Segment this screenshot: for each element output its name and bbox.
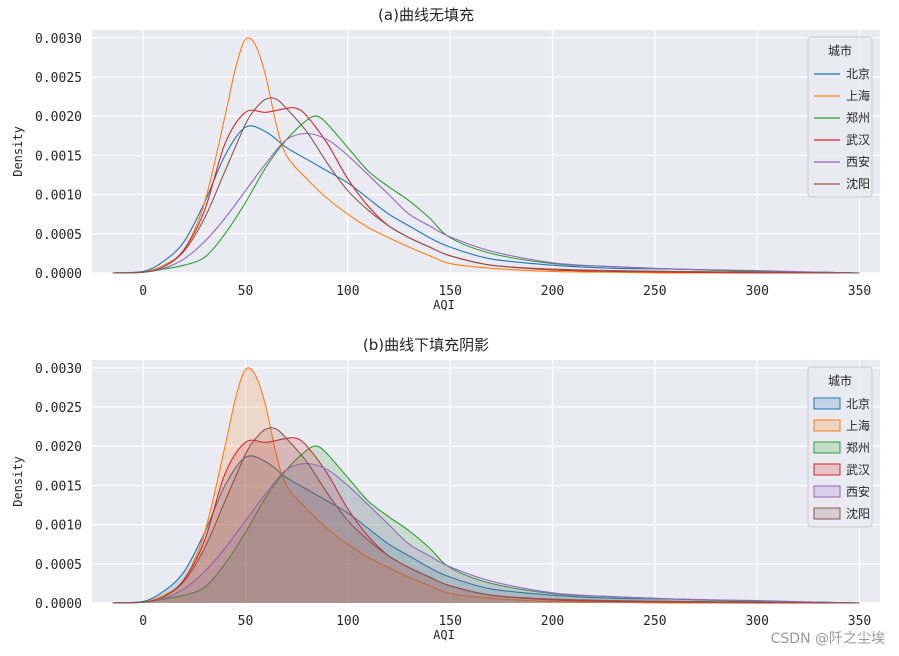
x-tick-label: 0	[139, 614, 147, 629]
x-tick-label: 50	[238, 614, 254, 629]
density-line-沈阳	[112, 427, 860, 604]
legend-entry-label: 上海	[846, 88, 870, 103]
y-tick-label: 0.0015	[35, 149, 82, 164]
x-tick-label: 150	[438, 284, 461, 299]
density-area-上海	[112, 367, 860, 603]
x-tick-label: 250	[643, 614, 666, 629]
legend-entry-label: 郑州	[846, 440, 870, 455]
x-axis-label: AQI	[433, 298, 455, 312]
y-tick-label: 0.0015	[35, 479, 82, 494]
x-tick-label: 0	[139, 284, 147, 299]
x-tick-label: 100	[336, 614, 359, 629]
watermark: CSDN @阡之尘埃	[770, 631, 885, 647]
legend-entry-label: 武汉	[846, 463, 870, 477]
legend-swatch	[813, 485, 841, 498]
legend-swatch	[813, 441, 841, 454]
density-line-武汉	[112, 107, 860, 274]
y-tick-label: 0.0000	[35, 267, 82, 282]
x-tick-label: 350	[848, 284, 871, 299]
density-area-武汉	[112, 437, 860, 603]
y-tick-label: 0.0020	[35, 110, 82, 125]
legend-swatch	[813, 397, 841, 410]
legend-box	[807, 36, 873, 198]
x-tick-label: 200	[541, 614, 564, 629]
gridlines	[92, 360, 880, 604]
plot-background	[92, 360, 880, 603]
density-line-武汉	[112, 437, 860, 604]
plot-background	[92, 30, 880, 273]
x-tick-label: 300	[745, 284, 768, 299]
x-tick-label: 250	[643, 284, 666, 299]
x-axis-label: AQI	[433, 628, 455, 642]
legend-entry-label: 沈阳	[846, 506, 870, 521]
x-tick-label: 100	[336, 284, 359, 299]
y-tick-label: 0.0010	[35, 189, 82, 204]
gridlines	[92, 30, 880, 274]
legend-entry-label: 西安	[846, 484, 870, 499]
density-area-西安	[112, 463, 860, 603]
legend-entry-label: 西安	[846, 154, 870, 169]
density-line-西安	[112, 132, 860, 274]
y-tick-label: 0.0025	[35, 71, 82, 86]
legend-entry-label: 上海	[846, 418, 870, 433]
y-tick-label: 0.0020	[35, 440, 82, 455]
chart-panel-0: 0 50 100 150 200 250 300 350 0.0000 0.0005 0.0010 0…	[11, 6, 880, 312]
legend-entry-label: 沈阳	[846, 176, 870, 191]
legend-entry-label: 武汉	[846, 133, 870, 147]
x-tick-label: 150	[438, 614, 461, 629]
x-tick-label: 350	[848, 614, 871, 629]
y-tick-label: 0.0000	[35, 597, 82, 612]
legend-title: 城市	[828, 43, 852, 58]
chart-title: (a)曲线无填充	[378, 6, 474, 24]
y-axis-label: Density	[11, 456, 25, 507]
chart-title: (b)曲线下填充阴影	[363, 336, 489, 354]
y-tick-label: 0.0025	[35, 401, 82, 416]
y-tick-label: 0.0030	[35, 362, 82, 377]
series-group	[112, 37, 860, 274]
y-tick-label: 0.0010	[35, 519, 82, 534]
x-tick-label: 50	[238, 284, 254, 299]
density-area-沈阳	[112, 427, 860, 603]
legend-entry-label: 北京	[846, 397, 870, 411]
x-tick-label: 300	[745, 614, 768, 629]
legend-swatch	[813, 463, 841, 476]
chart-panel-1: 0 50 100 150 200 250 300 350 0.0000 0.0005 0.0010 0…	[11, 336, 880, 642]
x-tick-label: 200	[541, 284, 564, 299]
density-line-上海	[112, 37, 860, 274]
series-group	[112, 367, 860, 604]
legend-swatch	[813, 419, 841, 432]
y-tick-label: 0.0005	[35, 228, 82, 243]
legend-entry-label: 北京	[846, 67, 870, 81]
y-tick-label: 0.0030	[35, 32, 82, 47]
y-axis-label: Density	[11, 126, 25, 177]
legend-entry-label: 郑州	[846, 110, 870, 125]
legend-title: 城市	[828, 373, 852, 388]
density-area-郑州	[112, 446, 860, 603]
legend-swatch	[813, 507, 841, 520]
density-line-上海	[112, 367, 860, 604]
density-line-沈阳	[112, 97, 860, 274]
y-tick-label: 0.0005	[35, 558, 82, 573]
density-area-北京	[112, 455, 860, 603]
density-line-西安	[112, 462, 860, 604]
